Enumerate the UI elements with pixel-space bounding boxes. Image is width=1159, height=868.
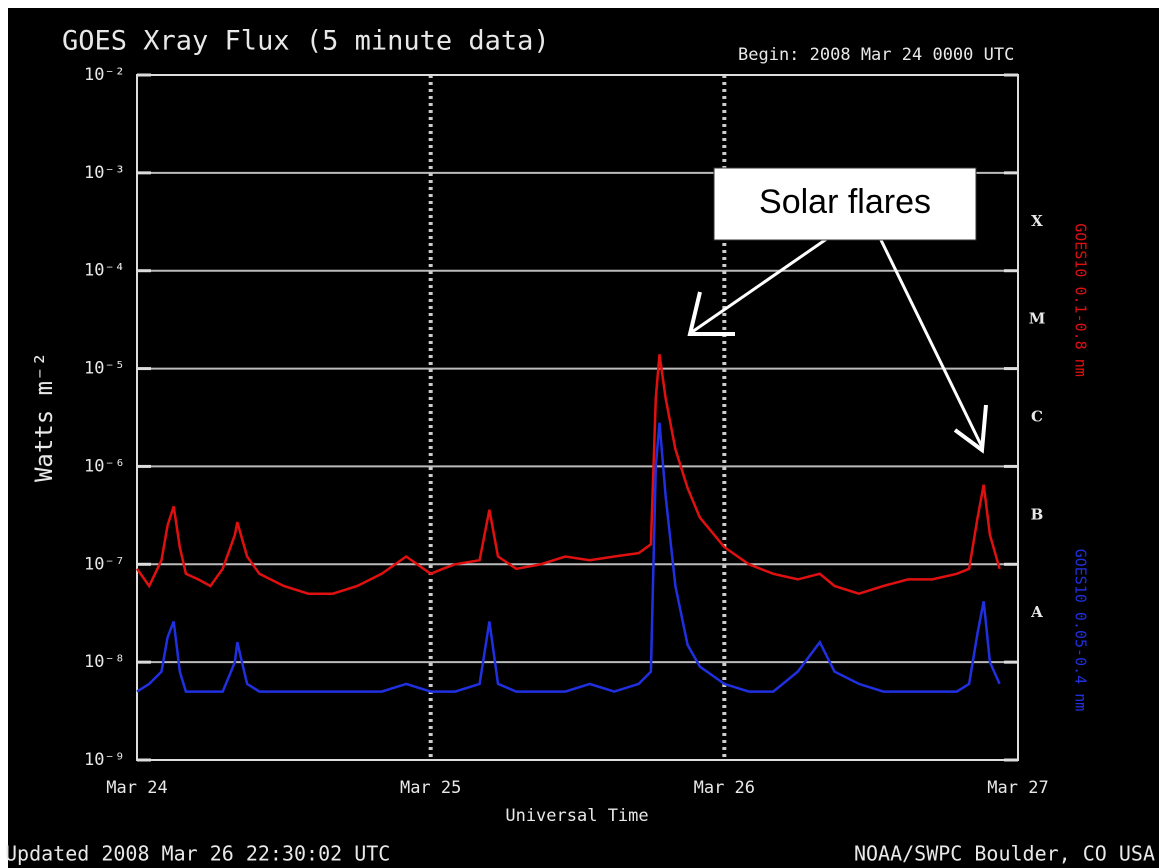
y-tick-label: 10⁻³ bbox=[84, 163, 125, 183]
background bbox=[8, 8, 1159, 868]
chart-title: GOES Xray Flux (5 minute data) bbox=[62, 26, 550, 57]
subtitle: Begin: 2008 Mar 24 0000 UTC bbox=[738, 45, 1014, 65]
x-axis-label: Universal Time bbox=[505, 806, 648, 826]
y-tick-label: 10⁻⁹ bbox=[84, 750, 125, 770]
flare-class-label: C bbox=[1031, 408, 1043, 426]
plot-area: 10⁻⁹ 10⁻⁸ 10⁻⁷ 10⁻⁶ 10⁻⁵ 10⁻⁴ 10⁻³ 10⁻² Mar 24 Ma… bbox=[84, 65, 1089, 798]
flare-class-label: X bbox=[1031, 212, 1043, 230]
flare-class-label: B bbox=[1031, 505, 1044, 523]
x-tick-label: Mar 26 bbox=[694, 778, 755, 798]
axes-frame bbox=[136, 74, 1019, 761]
y-axis-label: Watts m⁻² bbox=[30, 352, 58, 482]
footer-right: NOAA/SWPC Boulder, CO USA bbox=[854, 842, 1155, 866]
y-tick-label: 10⁻⁷ bbox=[84, 554, 125, 574]
arrow bbox=[691, 236, 829, 334]
arrow-head bbox=[687, 291, 735, 336]
footer-left: Updated 2008 Mar 26 22:30:02 UTC bbox=[5, 842, 390, 866]
annotation: Solar flares bbox=[687, 167, 988, 454]
legend-entry: GOES10 0.05-0.4 nm bbox=[1072, 549, 1090, 712]
y-tick-label: 10⁻⁶ bbox=[84, 456, 125, 476]
y-tick-label: 10⁻⁸ bbox=[84, 652, 125, 672]
arrow bbox=[878, 237, 984, 448]
y-tick-label: 10⁻² bbox=[84, 65, 125, 85]
y-tick-label: 10⁻⁵ bbox=[84, 359, 125, 379]
flare-class-label: M bbox=[1029, 310, 1046, 328]
legend-entry: GOES10 0.1-0.8 nm bbox=[1072, 223, 1090, 377]
y-tick-label: 10⁻⁴ bbox=[84, 261, 125, 281]
annotation-box bbox=[713, 167, 977, 241]
x-tick-label: Mar 27 bbox=[987, 778, 1048, 798]
x-tick-label: Mar 25 bbox=[400, 778, 461, 798]
flare-class-label: A bbox=[1030, 603, 1043, 621]
annotation-text: Solar flares bbox=[759, 183, 931, 221]
series-line bbox=[135, 354, 1001, 596]
x-tick-label: Mar 24 bbox=[106, 778, 167, 798]
series-line bbox=[136, 422, 1001, 693]
arrow-head bbox=[953, 404, 988, 454]
